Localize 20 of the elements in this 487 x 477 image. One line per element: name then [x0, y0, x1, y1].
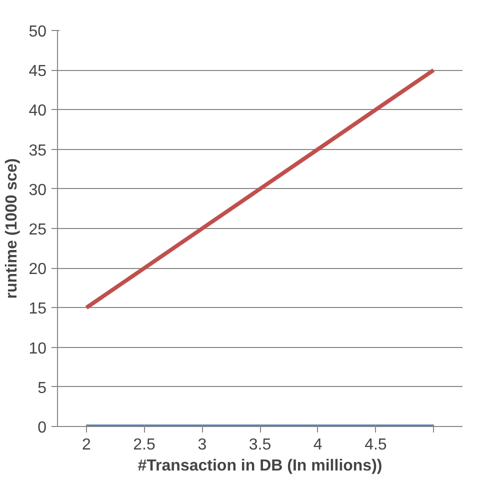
line-series: [84, 68, 436, 310]
x-tick-label: 3: [198, 436, 207, 454]
y-tick-label: 35: [28, 142, 47, 160]
y-tick-label: 45: [28, 63, 47, 80]
y-tick-label: 50: [28, 24, 47, 40]
x-axis-title: #Transaction in DB (In millions)): [138, 458, 382, 474]
x-tick-label: 4.5: [364, 436, 387, 454]
y-tick-label: 0: [38, 420, 47, 436]
y-tick-label: 5: [38, 380, 47, 397]
x-tick-label: 2: [82, 436, 91, 454]
y-axis-title: runtime (1000 sce): [4, 158, 21, 299]
y-tick-label: 15: [28, 300, 47, 318]
y-tick-label: 25: [28, 222, 47, 238]
x-tick-label: 4: [313, 436, 322, 454]
y-tick-label: 40: [28, 102, 47, 120]
y-tick-label: 20: [28, 261, 47, 278]
x-tick-label: 2.5: [133, 436, 156, 454]
y-tick-label: 10: [28, 340, 47, 358]
x-tick-label: 3.5: [248, 436, 272, 454]
y-tick-label: 30: [28, 182, 47, 199]
